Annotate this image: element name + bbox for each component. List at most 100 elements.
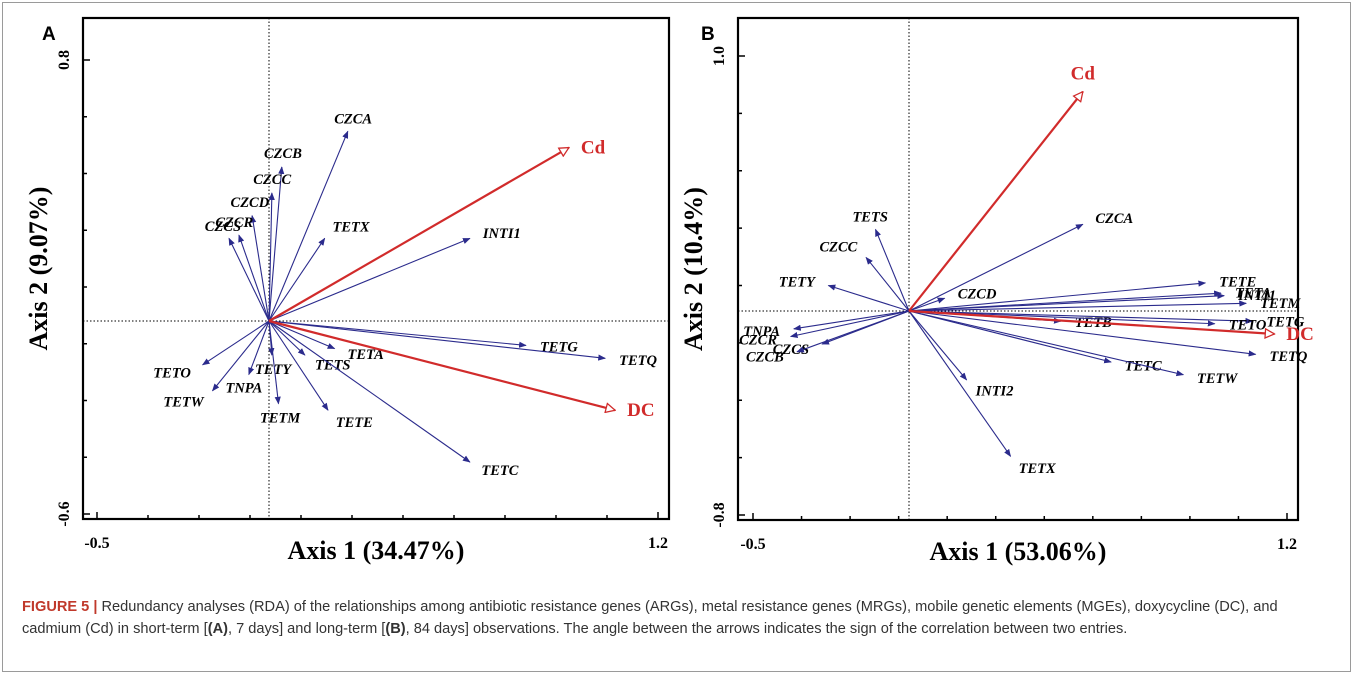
panel-a-vector-czcc bbox=[268, 192, 275, 322]
panel-b-vector-tetc bbox=[908, 310, 1112, 364]
panel-a-vector-tetq bbox=[268, 320, 606, 361]
panel-b-vector-czcc bbox=[865, 256, 910, 312]
panel-b-label-czcc: CZCC bbox=[819, 240, 857, 256]
panel-a-x-tick-min: -0.5 bbox=[84, 535, 109, 552]
panel-a-label-tnpa: TNPA bbox=[225, 381, 262, 397]
panel-b-label-czcs: CZCS bbox=[773, 342, 809, 358]
panel-a-label-tetx: TETX bbox=[333, 220, 370, 236]
panel-b-vector-tetq bbox=[908, 310, 1257, 357]
panel-b: B -0.5 1.2 1.0 -0.8 Axis 1 (53.06%) Axis 2 (10… bbox=[679, 16, 1314, 566]
caption-text-2: , 7 days] and long-term [ bbox=[227, 621, 386, 637]
panel-b-vector-tetx bbox=[908, 310, 1012, 457]
panel-b-vector-czcd bbox=[908, 297, 946, 312]
panel-b-label-teto: TETO bbox=[1229, 317, 1267, 333]
panel-a-label-tetw: TETW bbox=[163, 395, 204, 411]
panel-b-vector-tete bbox=[908, 280, 1207, 312]
panel-a-x-tick-max: 1.2 bbox=[648, 535, 668, 552]
panel-b-label-teta: TETA bbox=[1235, 285, 1272, 301]
panel-a-label-tetm: TETM bbox=[260, 411, 301, 427]
panel-b-x-tick-max: 1.2 bbox=[1277, 536, 1297, 553]
panel-b-y-axis-title: Axis 2 (10.4%) bbox=[679, 187, 708, 351]
panel-b-label-tetg: TETG bbox=[1266, 315, 1304, 331]
panel-b-x-axis-title: Axis 1 (53.06%) bbox=[930, 537, 1107, 566]
panel-a-vector-tetc bbox=[268, 320, 471, 463]
panel-b-vector-tetg bbox=[908, 310, 1254, 325]
panel-a-label-czcs: CZCS bbox=[205, 219, 241, 235]
panel-b-env-vector-dc bbox=[908, 309, 1274, 334]
panel-a-label-tetc: TETC bbox=[481, 463, 518, 479]
panel-a-vector-tete bbox=[268, 320, 329, 411]
panel-b-label-czca: CZCA bbox=[1095, 211, 1133, 227]
panel-a-label-czcb: CZCB bbox=[264, 146, 302, 162]
caption-text-1: Redundancy analyses (RDA) of the relatio… bbox=[22, 599, 1278, 637]
panel-b-label-czcr: CZCR bbox=[739, 332, 777, 348]
panel-b-label-tete: TETE bbox=[1219, 275, 1256, 291]
panel-a-y-tick-min: -0.6 bbox=[56, 501, 73, 526]
panel-a-y-tick-max: 0.8 bbox=[56, 50, 73, 70]
panel-b-y-tick-min: -0.8 bbox=[711, 502, 728, 527]
figure-caption: FIGURE 5 | Redundancy analyses (RDA) of … bbox=[22, 596, 1334, 640]
panel-b-x-tick-min: -0.5 bbox=[740, 536, 765, 553]
panel-a-label-teta: TETA bbox=[348, 347, 385, 363]
panel-a-vector-tets bbox=[268, 320, 306, 356]
panel-b-env-vector-cd bbox=[908, 92, 1083, 312]
panel-b-letter: B bbox=[701, 24, 715, 45]
panel-b-vector-tetm bbox=[908, 300, 1247, 312]
panel-a-vector-tetw bbox=[212, 320, 270, 392]
caption-ref-a: (A) bbox=[207, 621, 228, 637]
panel-b-label-czcb: CZCB bbox=[746, 350, 784, 366]
panel-b-vector-inti1 bbox=[908, 292, 1225, 312]
panel-a-vector-tetx bbox=[268, 237, 326, 322]
figure-chart: A -0.5 1.2 0.8 -0.6 Axis 1 (34.47%) Axis 2 (9.… bbox=[24, 16, 1314, 566]
panel-b-plot-frame bbox=[736, 16, 1300, 522]
panel-b-y-tick-max: 1.0 bbox=[711, 46, 728, 66]
panel-a-label-inti1: INTI1 bbox=[482, 226, 521, 242]
panel-a-label-czcc: CZCC bbox=[253, 172, 291, 188]
caption-ref-b: (B) bbox=[385, 621, 406, 637]
panel-b-vector-tnpa bbox=[793, 310, 910, 331]
panel-b-vector-inti2 bbox=[908, 310, 968, 381]
panel-b-label-inti1: INTI1 bbox=[1237, 288, 1276, 304]
panel-a-env-label-cd: Cd bbox=[581, 138, 606, 159]
panel-a-label-czcr: CZCR bbox=[215, 215, 253, 231]
panel-b-vector-tety bbox=[827, 284, 910, 312]
panel-b-env-label-cd: Cd bbox=[1071, 64, 1096, 85]
panel-a-vector-czcd bbox=[250, 214, 270, 322]
caption-label: FIGURE 5 | bbox=[22, 599, 98, 615]
panel-b-vector-czca bbox=[908, 223, 1084, 312]
caption-text-3: , 84 days] observations. The angle betwe… bbox=[405, 621, 1128, 637]
panel-a-label-teto: TETO bbox=[153, 366, 191, 382]
panel-b-label-inti2: INTI2 bbox=[975, 384, 1014, 400]
panel-a-vector-teto bbox=[201, 320, 270, 366]
panel-b-vector-tetw bbox=[908, 310, 1185, 377]
panel-a-label-tete: TETE bbox=[336, 415, 373, 431]
panel-b-label-tety: TETY bbox=[779, 274, 816, 290]
panel-b-label-tnpa: TNPA bbox=[743, 324, 780, 340]
panel-a: A -0.5 1.2 0.8 -0.6 Axis 1 (34.47%) Axis 2 (9.… bbox=[24, 16, 671, 565]
panel-a-x-axis-title: Axis 1 (34.47%) bbox=[288, 536, 465, 565]
panel-a-plot-frame bbox=[81, 16, 671, 521]
panel-b-label-tetx: TETX bbox=[1019, 461, 1056, 477]
panel-b-label-tetw: TETW bbox=[1197, 371, 1238, 387]
panel-b-label-czcd: CZCD bbox=[958, 287, 997, 303]
panel-b-vector-czcb bbox=[796, 310, 910, 353]
panel-a-label-tety: TETY bbox=[255, 362, 292, 378]
panel-a-vector-czca bbox=[268, 130, 349, 322]
panel-a-vector-czcs bbox=[228, 237, 270, 322]
panel-b-label-tets: TETS bbox=[852, 209, 887, 225]
panel-a-vector-tetg bbox=[268, 320, 527, 348]
panel-b-vector-tets bbox=[874, 228, 910, 312]
panel-a-env-vector-cd bbox=[268, 146, 569, 322]
panel-a-label-tetq: TETQ bbox=[619, 353, 657, 369]
panel-b-env-label-dc: DC bbox=[1286, 324, 1313, 345]
panel-a-y-axis-title: Axis 2 (9.07%) bbox=[24, 187, 53, 351]
panel-b-label-tetq: TETQ bbox=[1269, 349, 1307, 365]
panel-a-label-czcd: CZCD bbox=[231, 195, 270, 211]
panel-b-vector-czcr bbox=[789, 310, 910, 339]
panel-a-env-vector-dc bbox=[268, 319, 615, 410]
panel-a-vector-tnpa bbox=[248, 320, 270, 376]
panel-a-vector-tetm bbox=[268, 320, 281, 405]
panel-a-vector-czcr bbox=[238, 234, 270, 322]
panel-a-letter: A bbox=[42, 24, 56, 45]
